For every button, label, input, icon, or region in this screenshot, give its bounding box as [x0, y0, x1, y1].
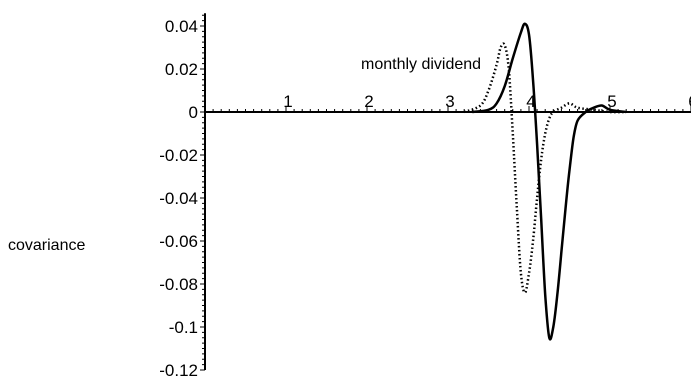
- x-axis-label: monthly dividend: [361, 56, 481, 73]
- y-tick-label: 0.04: [165, 17, 198, 36]
- x-tick-label: 5: [607, 92, 616, 111]
- x-tick-label: 4: [526, 92, 535, 111]
- series-layer: [463, 22, 627, 341]
- labels-layer: monthly dividend covariance: [8, 56, 481, 254]
- y-tick-label: -0.02: [159, 146, 198, 165]
- x-tick-label: 3: [445, 92, 454, 111]
- y-tick-label: -0.06: [159, 232, 198, 251]
- dotted-series-line: [463, 42, 627, 294]
- x-tick-label: 1: [283, 92, 292, 111]
- y-tick-label: -0.12: [159, 361, 198, 380]
- y-tick-label: 0.02: [165, 60, 198, 79]
- y-tick-label: 0: [189, 103, 198, 122]
- solid-series-line: [472, 22, 627, 341]
- x-tick-label: 6: [688, 92, 691, 111]
- y-tick-label: -0.08: [159, 275, 198, 294]
- ticks-layer: 1 2 3 4 5 6 0.04 0.02 0 -0.02 -0.04 -0.06 -0.08 -0.1 -…: [159, 14, 691, 380]
- y-tick-label: -0.04: [159, 189, 198, 208]
- y-tick-label: -0.1: [169, 318, 198, 337]
- y-axis-label: covariance: [8, 237, 85, 254]
- x-tick-label: 2: [364, 92, 373, 111]
